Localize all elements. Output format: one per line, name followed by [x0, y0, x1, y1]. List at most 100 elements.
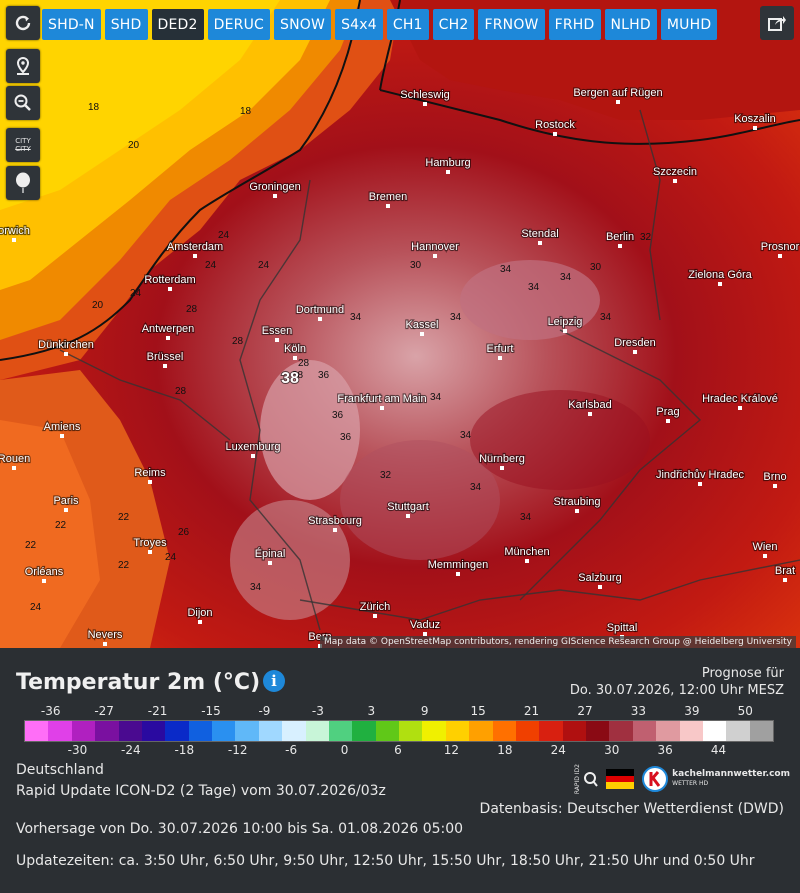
isotherm-label: 24: [165, 552, 177, 563]
city-label: Amiens: [44, 421, 81, 433]
tab-deruc[interactable]: DERUC: [207, 9, 271, 40]
isotherm-label: 18: [240, 106, 252, 117]
scale-swatch: [165, 721, 189, 741]
city-marker: [275, 338, 279, 342]
tab-muhd[interactable]: MUHD: [660, 9, 718, 40]
share-button[interactable]: [760, 6, 794, 40]
scale-tick-label: 15: [470, 704, 486, 718]
city-labels-icon: CITY: [15, 137, 31, 145]
scale-tick-label: -21: [147, 704, 168, 718]
city-label: Zielona Góra: [688, 269, 752, 281]
city-marker: [373, 614, 377, 618]
city-marker: [406, 514, 410, 518]
kachelmann-k-icon: [642, 766, 669, 793]
rapid-text: RAPID ID2: [574, 764, 582, 795]
share-icon: [768, 16, 786, 31]
scale-swatch: [118, 721, 142, 741]
isotherm-label: 22: [55, 520, 67, 531]
forecast-time: Do. 30.07.2026, 12:00 Uhr MESZ: [569, 683, 784, 698]
tab-frnow[interactable]: FRNOW: [478, 9, 545, 40]
scale-tick-label: 3: [367, 704, 376, 718]
tab-ded2[interactable]: DED2: [151, 9, 204, 40]
scale-tick-label: 50: [737, 704, 753, 718]
city-label: Wien: [752, 541, 777, 553]
forecast-label: Prognose für: [701, 666, 784, 681]
tab-snow[interactable]: SNOW: [274, 9, 332, 40]
scale-tick-label: 6: [394, 743, 402, 757]
tab-shd-n[interactable]: SHD-N: [42, 9, 101, 40]
zoom-button[interactable]: [6, 86, 40, 120]
scale-tick-label: 44: [710, 743, 727, 757]
isotherm-label: 24: [205, 260, 217, 271]
city-label: Dijon: [187, 607, 212, 619]
scale-swatch: [305, 721, 329, 741]
city-marker: [673, 179, 677, 183]
scale-labels-bottom: -30 -24 -18 -12 -6 0 6 12 18 24 30 36 44: [0, 743, 800, 757]
city-marker: [538, 241, 542, 245]
city-label: Brüssel: [147, 351, 184, 363]
scale-tick-label: -30: [67, 743, 88, 757]
isotherm-label: 34: [450, 312, 462, 323]
location-button[interactable]: [6, 49, 40, 83]
isotherm-label: 22: [118, 512, 130, 523]
scale-tick-label: 39: [684, 704, 700, 718]
isotherm-label: 34: [528, 282, 540, 293]
weather-map[interactable]: Schleswig Rostock Bergen auf Rügen Koszalin…: [0, 0, 800, 648]
scale-swatch: [679, 721, 703, 741]
isotherm-label: 20: [128, 140, 140, 151]
info-button[interactable]: i: [263, 670, 285, 692]
scale-swatch: [726, 721, 750, 741]
map-title: Temperatur 2m (°C): [16, 670, 261, 695]
tab-s4x4[interactable]: S4x4: [335, 9, 383, 40]
scale-swatch: [445, 721, 470, 741]
scale-swatch: [539, 721, 563, 741]
tab-ch2[interactable]: CH2: [432, 9, 475, 40]
isotherm-label: 32: [640, 232, 652, 243]
city-label: Nürnberg: [479, 453, 525, 465]
city-label: Memmingen: [428, 559, 489, 571]
scale-swatch: [212, 721, 236, 741]
forecast-range-label: Vorhersage von Do. 30.07.2026 10:00 bis …: [16, 821, 464, 837]
city-marker: [193, 254, 197, 258]
isotherm-label: 26: [178, 527, 190, 538]
city-label: Antwerpen: [142, 323, 195, 335]
tab-nlhd[interactable]: NLHD: [604, 9, 657, 40]
city-label: Hradec Králové: [702, 393, 778, 405]
city-marker: [553, 132, 557, 136]
city-label: Szczecin: [653, 166, 697, 178]
logo-subtext: WETTER HD: [672, 780, 709, 788]
tab-shd[interactable]: SHD: [104, 9, 148, 40]
isotherm-label: 38: [292, 370, 304, 381]
scale-swatch: [25, 721, 49, 741]
city-label: Rostock: [535, 119, 575, 131]
city-label: Luxemburg: [225, 441, 280, 453]
logos: RAPID ID2 kachelmannwetter.com WETTER HD: [574, 764, 790, 794]
city-marker: [498, 356, 502, 360]
isotherm-label: 24: [30, 602, 42, 613]
city-marker: [423, 102, 427, 106]
city-label: Essen: [262, 325, 293, 337]
city-marker: [166, 336, 170, 340]
city-label: Köln: [284, 343, 306, 355]
scale-tick-label: -3: [311, 704, 324, 718]
scale-swatch: [749, 721, 773, 741]
scale-tick-label: 30: [604, 743, 620, 757]
isotherm-label: 28: [298, 358, 310, 369]
tab-frhd[interactable]: FRHD: [548, 9, 601, 40]
city-marker: [163, 364, 167, 368]
city-marker: [446, 170, 450, 174]
refresh-button[interactable]: [6, 6, 40, 40]
balloon-button[interactable]: [6, 166, 40, 200]
isotherm-label: 22: [25, 540, 37, 551]
city-marker: [60, 434, 64, 438]
city-label: Rotterdam: [144, 274, 195, 286]
kachelmann-logo[interactable]: kachelmannwetter.com WETTER HD: [642, 766, 790, 793]
tab-ch1[interactable]: CH1: [386, 9, 429, 40]
city-marker: [251, 454, 255, 458]
city-marker: [563, 329, 567, 333]
city-labels-button[interactable]: CITY CITY: [6, 128, 40, 162]
city-marker: [148, 550, 152, 554]
city-marker: [783, 578, 787, 582]
logo-text: kachelmannwetter.com: [672, 769, 790, 780]
city-marker: [64, 508, 68, 512]
